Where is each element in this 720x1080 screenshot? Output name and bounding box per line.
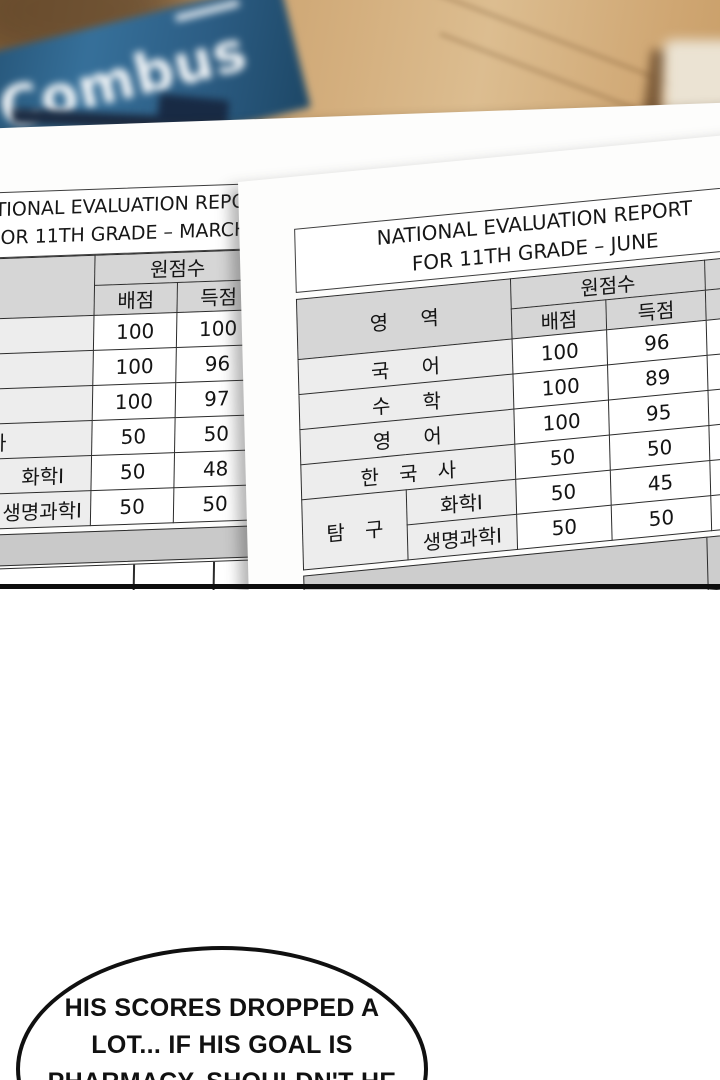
bubble-line-2: LOT... IF HIS GOAL IS [91,1031,353,1059]
col-header-allocated: 배점 [94,282,178,316]
desk-plank-seam [380,0,690,93]
allocated-cell: 50 [90,452,175,491]
subject-cell: 생명과학I [0,490,91,530]
obtained-cell: 50 [173,484,257,523]
allocated-cell: 50 [91,417,176,456]
panel-bottom-border [0,584,720,589]
bubble-line-1: HIS SCORES DROPPED A [64,994,380,1022]
photo-panel: Combus NATIONAL EVALUATION REPORT FOR 11… [0,0,720,590]
allocated-cell: 50 [90,487,174,526]
col-header-area: 영 역 [0,255,96,325]
allocated-cell: 100 [93,312,177,351]
speech-bubble-text: HIS SCORES DROPPED A LOT... IF HIS GOAL … [20,990,424,1080]
allocated-cell: 100 [92,347,177,386]
subject-cell: 화학I [0,455,92,494]
june-report-sheet: NATIONAL EVALUATION REPORT FOR 11TH GRAD… [238,120,720,590]
bubble-line-3: PHARMACY, SHOULDN'T HE [20,1064,424,1080]
speech-bubble: HIS SCORES DROPPED A LOT... IF HIS GOAL … [16,946,428,1080]
allocated-cell: 100 [92,382,176,421]
june-score-table: 영 역 원점수 배점 득점 범위 국 어 100 96 0~20 수 학 [296,244,720,571]
group-cell: 탐 구 [301,489,409,571]
